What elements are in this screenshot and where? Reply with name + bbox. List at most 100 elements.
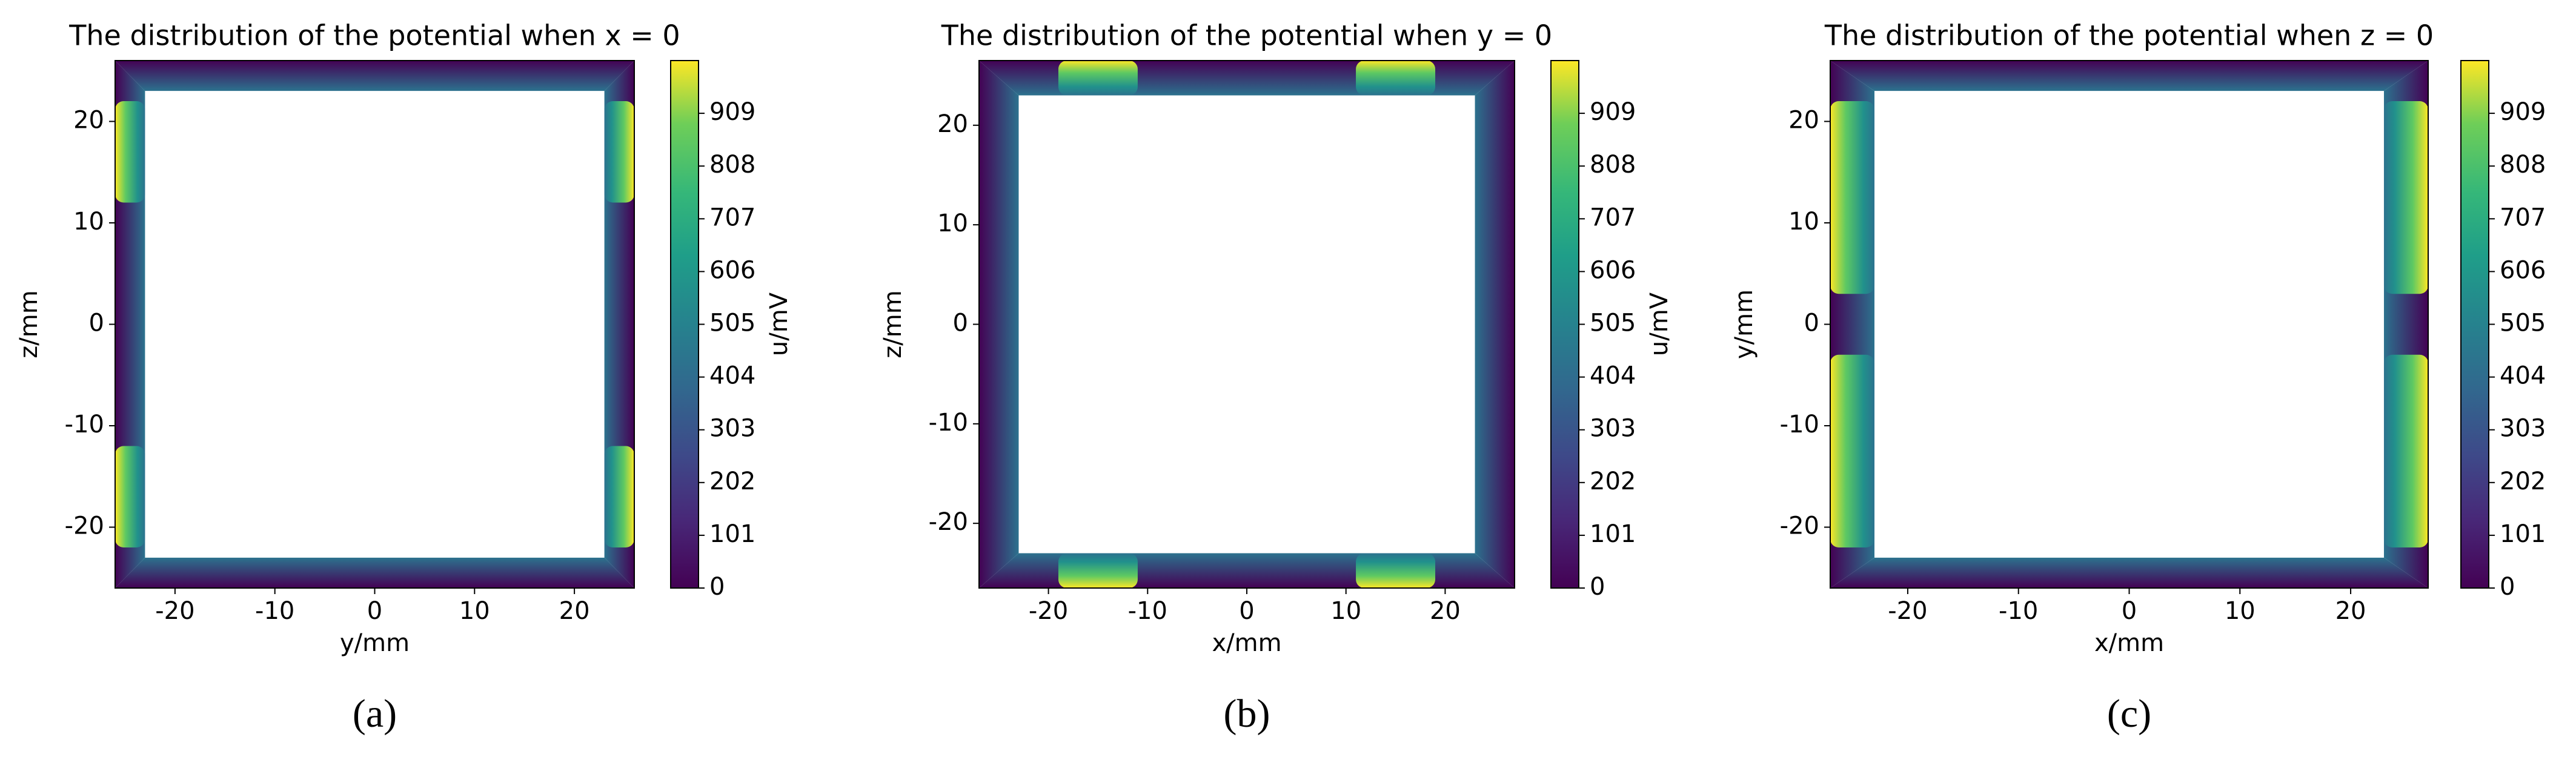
colorbar-tick-label: 404 xyxy=(1590,362,1636,390)
y-tick-label: 10 xyxy=(1788,208,1819,236)
hotspot xyxy=(115,101,145,203)
colorbar-tick-label: 0 xyxy=(2500,573,2515,601)
colorbar-tick-label: 202 xyxy=(2500,468,2546,495)
colorbar xyxy=(1550,60,1579,589)
field-top xyxy=(1830,61,2428,91)
hotspot xyxy=(1830,101,1875,294)
inner-region xyxy=(1018,95,1475,554)
colorbar-tick-label: 808 xyxy=(1590,151,1636,179)
x-tick-label: -10 xyxy=(1999,597,2038,625)
y-tick-label: 10 xyxy=(73,208,104,236)
colorbar-tick-label: 808 xyxy=(2500,151,2546,179)
colorbar-tick-label: 303 xyxy=(709,415,755,443)
title: The distribution of the potential when x… xyxy=(68,19,680,52)
panel-label: (b) xyxy=(1224,692,1270,736)
x-tick-label: -20 xyxy=(155,597,194,625)
y-tick-label: 0 xyxy=(1804,309,1819,337)
colorbar-tick-label: 909 xyxy=(709,98,755,126)
x-tick-label: -10 xyxy=(255,597,294,625)
y-tick-label: 20 xyxy=(937,110,968,138)
field-right xyxy=(1475,61,1515,588)
hotspot xyxy=(115,446,145,547)
x-tick-label: 0 xyxy=(1239,597,1254,625)
y-tick-label: 0 xyxy=(953,309,968,337)
colorbar-tick-label: 707 xyxy=(2500,203,2546,231)
y-tick-label: -10 xyxy=(65,411,104,438)
x-tick-label: 20 xyxy=(559,597,590,625)
y-tick-label: -20 xyxy=(1780,512,1819,540)
colorbar-tick-label: 606 xyxy=(1590,256,1636,284)
y-tick-label: 20 xyxy=(1788,107,1819,134)
field-left xyxy=(979,61,1019,588)
hotspot xyxy=(1830,354,1875,547)
x-tick-label: 10 xyxy=(459,597,490,625)
colorbar xyxy=(670,60,699,589)
y-tick-label: 0 xyxy=(89,309,104,337)
x-axis-label: x/mm xyxy=(2094,629,2164,657)
hotspot xyxy=(604,446,634,547)
x-tick-label: 0 xyxy=(2122,597,2137,625)
colorbar-tick-label: 505 xyxy=(1590,309,1636,337)
x-tick-label: 0 xyxy=(367,597,382,625)
colorbar-tick-label: 101 xyxy=(1590,520,1636,548)
y-tick-label: -10 xyxy=(1780,411,1819,438)
x-tick-label: -20 xyxy=(1029,597,1068,625)
panel-label: (a) xyxy=(353,692,397,736)
colorbar-tick-label: 202 xyxy=(709,468,755,495)
colorbar-tick-label: 0 xyxy=(1590,573,1605,601)
x-tick-label: -10 xyxy=(1128,597,1167,625)
x-tick-label: 20 xyxy=(2335,597,2366,625)
y-axis-label: y/mm xyxy=(1730,289,1758,359)
colorbar-label: u/mV xyxy=(1645,292,1673,356)
x-tick-label: -20 xyxy=(1888,597,1927,625)
colorbar-tick-label: 101 xyxy=(2500,520,2546,548)
x-tick-label: 10 xyxy=(1330,597,1361,625)
title: The distribution of the potential when y… xyxy=(941,19,1552,52)
colorbar-tick-label: 303 xyxy=(2500,415,2546,443)
colorbar xyxy=(2460,60,2489,589)
colorbar-tick-label: 909 xyxy=(1590,98,1636,126)
hotspot xyxy=(1356,553,1436,588)
colorbar-tick-label: 606 xyxy=(709,256,755,284)
y-tick-label: -20 xyxy=(929,508,968,536)
colorbar-label: u/mV xyxy=(765,292,793,356)
field-bottom xyxy=(115,557,634,588)
y-tick-label: -10 xyxy=(929,409,968,437)
hotspot xyxy=(1058,61,1138,96)
colorbar-tick-label: 707 xyxy=(709,203,755,231)
hotspot xyxy=(2383,101,2428,294)
inner-region xyxy=(145,91,605,558)
hotspot xyxy=(604,101,634,203)
hotspot xyxy=(2383,354,2428,547)
x-tick-label: 10 xyxy=(2225,597,2256,625)
x-axis-label: y/mm xyxy=(340,629,410,657)
field-bottom xyxy=(1830,557,2428,588)
title: The distribution of the potential when z… xyxy=(1824,19,2434,52)
field-top xyxy=(115,61,634,91)
x-tick-label: 20 xyxy=(1430,597,1461,625)
colorbar-tick-label: 505 xyxy=(709,309,755,337)
y-axis-label: z/mm xyxy=(879,290,907,358)
hotspot xyxy=(1356,61,1436,96)
y-axis-label: z/mm xyxy=(15,290,43,358)
colorbar-tick-label: 303 xyxy=(1590,415,1636,443)
colorbar-tick-label: 202 xyxy=(1590,468,1636,495)
colorbar-tick-label: 404 xyxy=(709,362,755,390)
panel-label: (c) xyxy=(2107,692,2151,736)
inner-region xyxy=(1874,91,2384,558)
y-tick-label: -20 xyxy=(65,512,104,540)
hotspot xyxy=(1058,553,1138,588)
colorbar-tick-label: 404 xyxy=(2500,362,2546,390)
colorbar-tick-label: 101 xyxy=(709,520,755,548)
colorbar-tick-label: 808 xyxy=(709,151,755,179)
colorbar-tick-label: 707 xyxy=(1590,203,1636,231)
colorbar-tick-label: 505 xyxy=(2500,309,2546,337)
x-axis-label: x/mm xyxy=(1212,629,1281,657)
colorbar-tick-label: 909 xyxy=(2500,98,2546,126)
colorbar-tick-label: 0 xyxy=(709,573,725,601)
y-tick-label: 20 xyxy=(73,107,104,134)
colorbar-tick-label: 606 xyxy=(2500,256,2546,284)
y-tick-label: 10 xyxy=(937,210,968,237)
